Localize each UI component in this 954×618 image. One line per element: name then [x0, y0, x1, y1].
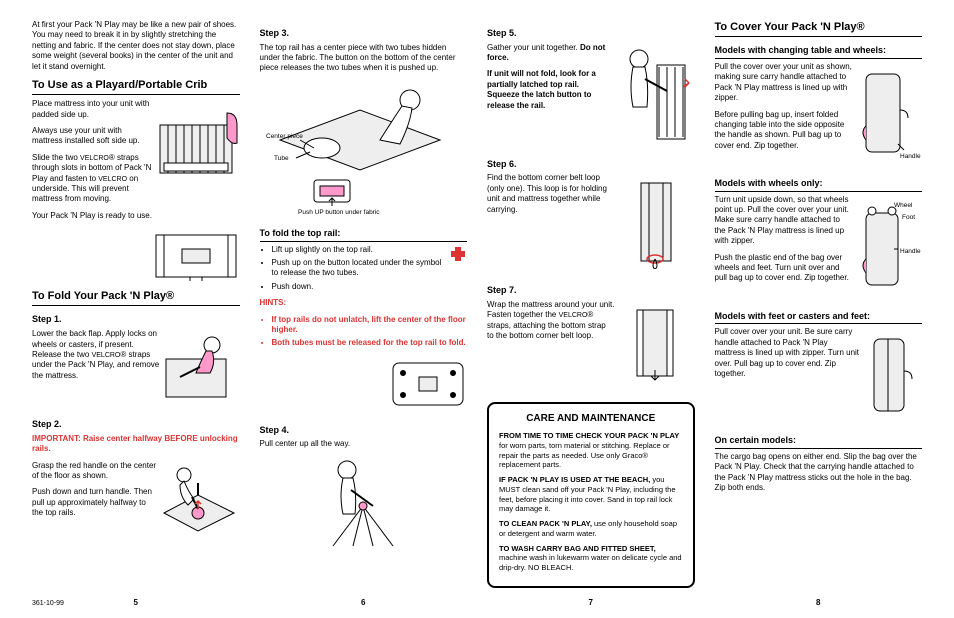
page-5: At first your Pack 'N Play may be like a… — [22, 20, 250, 608]
illustration-crib — [152, 103, 240, 183]
step2-heading: Step 2. — [32, 419, 240, 431]
fold-li3: Push down. — [272, 282, 468, 292]
step2-important: IMPORTANT: Raise center halfway BEFORE u… — [32, 434, 240, 455]
illustration-m3 — [860, 331, 922, 419]
illustration-rail-detail — [389, 359, 467, 409]
illustration-underside — [152, 231, 240, 281]
intro-text: At first your Pack 'N Play may be like a… — [32, 20, 240, 72]
illustration-m2: Wheel Foot Handle — [850, 199, 922, 295]
page-6: Step 3. The top rail has a center piece … — [250, 20, 478, 608]
m4-text: The cargo bag opens on either end. Slip … — [715, 452, 923, 494]
step3-heading: Step 3. — [260, 28, 468, 40]
hints-list: If top rails do not unlatch, lift the ce… — [260, 315, 468, 349]
illustration-step5 — [609, 47, 695, 143]
rail-symbol-icon — [449, 245, 467, 263]
page-num-7: 7 — [589, 598, 593, 608]
illustration-step6 — [615, 177, 695, 269]
playard-p4: Your Pack 'N Play is ready to use. — [32, 211, 240, 221]
step6-heading: Step 6. — [487, 159, 695, 171]
care-p3: TO CLEAN PACK 'N PLAY, use only househol… — [499, 519, 683, 539]
illustration-step1 — [160, 333, 240, 403]
svg-text:Foot: Foot — [902, 214, 915, 221]
care-p4: TO WASH CARRY BAG AND FITTED SHEET, mach… — [499, 544, 683, 573]
hints-li2: Both tubes must be released for the top … — [272, 338, 468, 348]
hints-heading: HINTS: — [260, 298, 468, 308]
doc-id: 361-10-99 — [32, 599, 64, 608]
svg-text:Tube: Tube — [274, 155, 289, 162]
fold-li2: Push up on the button located under the … — [272, 258, 468, 279]
illustration-step4 — [303, 456, 423, 556]
page-num-6: 6 — [361, 598, 365, 608]
care-heading: CARE AND MAINTENANCE — [499, 412, 683, 425]
page-num-5: 5 — [134, 598, 138, 608]
page-num-8: 8 — [816, 598, 820, 608]
svg-text:Push UP button under fabric: Push UP button under fabric — [298, 209, 380, 216]
fold-rail-list: Lift up slightly on the top rail. Push u… — [260, 245, 468, 293]
step4-heading: Step 4. — [260, 425, 468, 437]
page-7: Step 5. Gather your unit together. Do no… — [477, 20, 705, 608]
illustration-step2 — [158, 465, 240, 543]
step3-text: The top rail has a center piece with two… — [260, 43, 468, 74]
svg-text:Handle: Handle — [900, 248, 921, 255]
step5-heading: Step 5. — [487, 28, 695, 40]
section-playard-title: To Use as a Playard/Portable Crib — [32, 78, 240, 95]
illustration-m1: Handle — [852, 66, 922, 162]
step1-heading: Step 1. — [32, 314, 240, 326]
section-cover-title: To Cover Your Pack 'N Play® — [715, 20, 923, 37]
illustration-step7 — [615, 304, 695, 384]
section-fold-title: To Fold Your Pack 'N Play® — [32, 289, 240, 306]
svg-text:Center piece: Center piece — [266, 133, 303, 140]
models-ct-wheels-heading: Models with changing table and wheels: — [715, 45, 923, 59]
care-maintenance-box: CARE AND MAINTENANCE FROM TIME TO TIME C… — [487, 402, 695, 588]
svg-text:Wheel: Wheel — [894, 202, 913, 209]
svg-text:Handle: Handle — [900, 153, 921, 160]
page-8: To Cover Your Pack 'N Play® Models with … — [705, 20, 933, 608]
step4-text: Pull center up all the way. — [260, 439, 468, 449]
care-p1: FROM TIME TO TIME CHECK YOUR PACK 'N PLA… — [499, 431, 683, 470]
illustration-step3: Center piece Tube Push UP button under f… — [260, 80, 460, 220]
care-p2: IF PACK 'N PLAY IS USED AT THE BEACH, yo… — [499, 475, 683, 514]
models-certain-heading: On certain models: — [715, 435, 923, 449]
models-wheels-heading: Models with wheels only: — [715, 178, 923, 192]
hints-li1: If top rails do not unlatch, lift the ce… — [272, 315, 468, 336]
step7-heading: Step 7. — [487, 285, 695, 297]
models-feet-heading: Models with feet or casters and feet: — [715, 311, 923, 325]
fold-li1: Lift up slightly on the top rail. — [272, 245, 468, 255]
fold-rail-heading: To fold the top rail: — [260, 228, 468, 242]
